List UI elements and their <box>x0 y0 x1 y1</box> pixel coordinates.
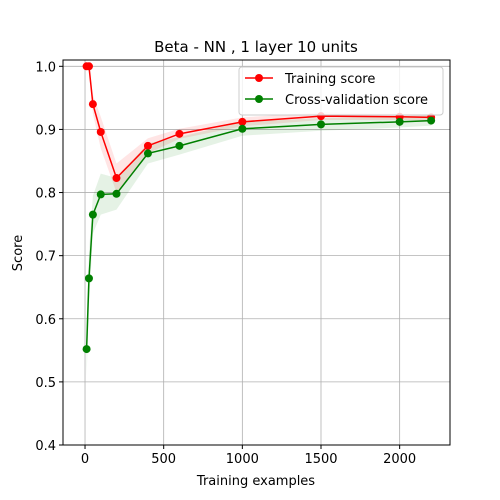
x-tick-label: 1000 <box>226 452 259 467</box>
legend-marker-cross-validation <box>255 95 263 103</box>
x-tick-label: 500 <box>151 452 176 467</box>
y-tick-label: 0.9 <box>35 123 56 138</box>
legend-label-cross-validation: Cross-validation score <box>285 93 428 108</box>
x-tick-label: 2000 <box>383 452 416 467</box>
point-cross-validation <box>395 117 404 126</box>
axis-ticks: 0 500 1000 1500 2000 0.4 0.5 0.6 0.7 0.8 0.9 1.0 <box>35 60 416 467</box>
y-tick-label: 0.5 <box>35 376 56 391</box>
y-tick-label: 0.8 <box>35 187 56 202</box>
legend-box <box>238 66 444 116</box>
point-training <box>143 141 152 150</box>
legend: Training score Cross-validation score <box>238 66 444 116</box>
point-cross-validation <box>175 141 184 150</box>
y-tick-label: 0.6 <box>35 313 56 328</box>
point-training <box>175 129 184 138</box>
chart-title: Beta - NN , 1 layer 10 units <box>154 38 358 56</box>
y-axis-label: Score <box>11 235 26 271</box>
y-tick-label: 0.4 <box>35 439 56 454</box>
series-points <box>82 62 436 354</box>
point-cross-validation <box>112 189 121 198</box>
x-tick-label: 0 <box>81 452 89 467</box>
x-axis-label: Training examples <box>196 474 315 489</box>
point-cross-validation <box>143 149 152 158</box>
point-cross-validation <box>84 274 93 283</box>
legend-label-training: Training score <box>284 72 375 87</box>
point-training <box>84 62 93 71</box>
point-cross-validation <box>82 345 91 354</box>
legend-marker-training <box>255 74 263 82</box>
point-cross-validation <box>427 116 436 125</box>
point-cross-validation <box>238 124 247 133</box>
band-training <box>86 66 432 193</box>
point-training <box>238 117 247 126</box>
point-cross-validation <box>317 120 325 129</box>
y-tick-label: 0.7 <box>35 250 56 265</box>
plot-area-frame <box>62 59 451 446</box>
x-tick-label: 1500 <box>304 452 337 467</box>
point-training <box>96 127 105 136</box>
point-training <box>112 174 121 183</box>
confidence-bands <box>86 66 432 376</box>
y-tick-label: 1.0 <box>35 60 56 75</box>
point-cross-validation <box>88 210 97 219</box>
point-training <box>88 100 97 109</box>
point-cross-validation <box>96 190 105 199</box>
